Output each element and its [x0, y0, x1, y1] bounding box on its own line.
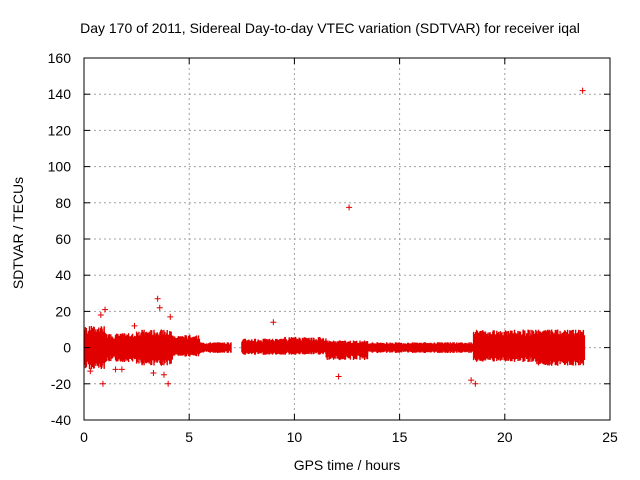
data-point-plus	[131, 322, 138, 329]
data-band-core	[241, 344, 284, 351]
data-point-plus	[579, 87, 586, 94]
x-tick-label: 5	[185, 429, 193, 445]
series-sdtvar	[83, 87, 586, 387]
y-tick-label: -20	[51, 376, 71, 392]
data-band-core	[473, 344, 537, 351]
y-tick-label: 80	[55, 195, 71, 211]
data-band	[135, 329, 173, 366]
data-band	[535, 329, 586, 366]
y-tick-label: -40	[51, 412, 71, 428]
grid-lines	[84, 58, 610, 420]
y-tick-label: 100	[48, 159, 72, 175]
data-point-plus	[87, 368, 94, 375]
y-tick-label: 160	[48, 50, 72, 66]
x-tick-label: 10	[287, 429, 303, 445]
data-band-core	[136, 344, 173, 351]
y-tick-label: 120	[48, 122, 72, 138]
x-axis-label: GPS time / hours	[293, 457, 401, 473]
data-point-plus	[102, 306, 109, 313]
data-point-plus	[346, 204, 353, 211]
data-band	[171, 334, 201, 357]
data-point-plus	[154, 295, 161, 302]
data-point-plus	[118, 366, 125, 373]
data-band-core	[283, 344, 326, 351]
data-band	[367, 342, 474, 353]
x-tick-label: 25	[602, 429, 618, 445]
data-band	[325, 340, 369, 361]
data-band-core	[172, 344, 200, 351]
data-band-core	[199, 344, 232, 351]
data-band-core	[84, 344, 106, 351]
data-band-core	[368, 344, 474, 351]
data-point-plus	[99, 380, 106, 387]
axis-ticks: 0 5 10 15 20 25 -40 -20 0 20 40 60 80 100 120 140 160	[48, 50, 618, 445]
data-band	[104, 333, 137, 362]
data-band	[283, 336, 327, 355]
x-tick-label: 20	[497, 429, 513, 445]
data-band-core	[536, 344, 585, 351]
data-band-core	[325, 344, 369, 351]
y-tick-label: 40	[55, 267, 71, 283]
data-point-plus	[472, 380, 479, 387]
data-point-plus	[97, 312, 104, 319]
chart-title: Day 170 of 2011, Sidereal Day-to-day VTE…	[80, 20, 580, 36]
y-tick-label: 20	[55, 303, 71, 319]
y-tick-label: 0	[63, 340, 71, 356]
data-band	[199, 342, 232, 353]
x-tick-label: 0	[80, 429, 88, 445]
data-point-plus	[270, 319, 277, 326]
y-tick-label: 140	[48, 86, 72, 102]
y-axis-label: SDTVAR / TECUs	[10, 176, 26, 290]
data-point-plus	[160, 371, 167, 378]
data-band-core	[105, 344, 137, 351]
data-point-plus	[167, 313, 174, 320]
data-point-plus	[335, 373, 342, 380]
data-band	[241, 338, 285, 355]
y-tick-label: 60	[55, 231, 71, 247]
data-point-plus	[150, 369, 157, 376]
data-point-plus	[165, 380, 172, 387]
x-tick-label: 15	[392, 429, 408, 445]
data-point-plus	[112, 366, 119, 373]
data-point-plus	[468, 377, 475, 384]
plot-frame	[83, 57, 611, 421]
data-point-plus	[156, 304, 163, 311]
data-band	[472, 329, 537, 362]
